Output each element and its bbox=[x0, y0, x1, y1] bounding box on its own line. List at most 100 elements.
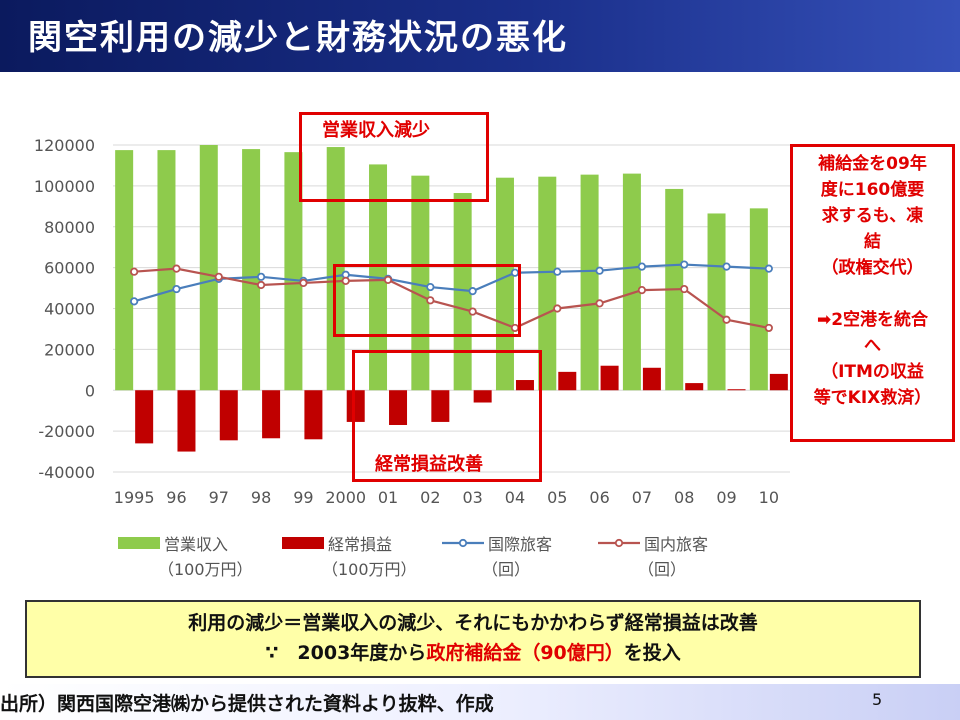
revenue-bar bbox=[199, 145, 218, 391]
summary-line-2-prefix: ∵ 2003年度から bbox=[265, 642, 427, 664]
profit-bar bbox=[389, 390, 408, 425]
profit-bar bbox=[600, 365, 619, 391]
profit-bar bbox=[262, 390, 281, 439]
international-point bbox=[680, 260, 689, 269]
side-note-line: ➡2空港を統合 bbox=[816, 310, 929, 330]
summary-line-2-red: 政府補給金（90億円） bbox=[426, 642, 624, 664]
international-point bbox=[426, 282, 435, 292]
domestic-point bbox=[764, 323, 773, 333]
domestic-point bbox=[468, 307, 477, 316]
legend-unit: （回） bbox=[482, 560, 530, 579]
x-tick-label: 07 bbox=[632, 488, 652, 507]
x-tick-label: 04 bbox=[505, 488, 525, 507]
revenue-decrease-box bbox=[299, 112, 489, 202]
domestic-point bbox=[256, 280, 266, 290]
x-tick-label: 06 bbox=[589, 488, 609, 507]
international-point bbox=[553, 267, 562, 276]
summary-box: 利用の減少＝営業収入の減少、それにもかかわらず経常損益は改善 ∵ 2003年度か… bbox=[25, 600, 921, 678]
y-tick-label: 0 bbox=[85, 381, 95, 400]
profit-bar bbox=[769, 373, 788, 391]
legend-swatch bbox=[118, 537, 160, 549]
side-note: 補給金を09年 度に160億要 求するも、凍結 （政権交代） ➡2空港を統合へ （ITM… bbox=[790, 144, 955, 442]
x-tick-label: 01 bbox=[378, 488, 398, 507]
passenger-highlight-box bbox=[333, 264, 521, 337]
revenue-bar bbox=[115, 150, 134, 391]
x-tick-label: 1995 bbox=[114, 488, 155, 507]
profit-bar bbox=[219, 390, 238, 441]
domestic-point bbox=[299, 278, 308, 288]
x-tick-label: 96 bbox=[166, 488, 186, 507]
y-tick-label: 80000 bbox=[44, 218, 95, 237]
international-point bbox=[764, 264, 773, 273]
international-point bbox=[130, 297, 139, 306]
side-note-line: 結 bbox=[864, 232, 881, 252]
y-tick-label: 40000 bbox=[44, 300, 95, 319]
revenue-decrease-label: 営業収入減少 bbox=[322, 120, 430, 141]
revenue-bar bbox=[284, 152, 303, 391]
profit-bar bbox=[473, 390, 492, 403]
domestic-point bbox=[383, 275, 393, 284]
legend-label: 国際旅客 bbox=[488, 535, 552, 554]
legend-unit: （100万円） bbox=[322, 560, 417, 579]
domestic-point bbox=[130, 267, 139, 276]
legend-marker bbox=[458, 538, 468, 548]
y-axis-ticks: 120000 100000 80000 60000 40000 20000 0 -20000 -… bbox=[34, 136, 95, 482]
y-tick-label: -40000 bbox=[38, 463, 95, 482]
legend-unit: （回） bbox=[638, 560, 686, 579]
profit-bar bbox=[304, 390, 323, 440]
x-tick-label: 98 bbox=[251, 488, 271, 507]
title-bar: 関空利用の減少と財務状況の悪化 bbox=[0, 0, 960, 72]
profit-bar bbox=[515, 380, 534, 391]
legend-label: 国内旅客 bbox=[644, 535, 708, 554]
profit-improve-label: 経常損益改善 bbox=[375, 454, 483, 475]
chart-bars bbox=[115, 145, 788, 452]
x-tick-label: 09 bbox=[716, 488, 736, 507]
x-tick-label: 99 bbox=[293, 488, 313, 507]
profit-bar bbox=[642, 367, 661, 391]
y-tick-label: -20000 bbox=[38, 422, 95, 441]
page-title: 関空利用の減少と財務状況の悪化 bbox=[28, 18, 568, 58]
side-note-line: 等でKIX救済） bbox=[813, 388, 932, 408]
chart: 120000 100000 80000 60000 40000 20000 0 -20000 -… bbox=[34, 136, 790, 579]
profit-bar bbox=[558, 371, 577, 391]
international-point bbox=[637, 262, 647, 271]
profit-bar bbox=[346, 390, 365, 422]
footer-bar: 出所）関西国際空港㈱から提供された資料より抜粋、作成 5 bbox=[0, 684, 960, 720]
x-tick-label: 2000 bbox=[325, 488, 366, 507]
x-tick-label: 03 bbox=[462, 488, 482, 507]
international-point bbox=[256, 272, 266, 281]
side-note-line: 補給金を09年 bbox=[818, 154, 927, 174]
domestic-point bbox=[172, 264, 181, 273]
summary-line-2: ∵ 2003年度から政府補給金（90億円）を投入 bbox=[27, 638, 919, 668]
y-tick-label: 20000 bbox=[44, 340, 95, 359]
domestic-line bbox=[134, 267, 770, 330]
profit-bar bbox=[727, 389, 746, 391]
domestic-point bbox=[595, 299, 604, 308]
legend-marker bbox=[614, 538, 624, 548]
side-note-line: （ITMの収益 bbox=[821, 362, 924, 382]
x-tick-label: 05 bbox=[547, 488, 567, 507]
x-axis-ticks: 1995 96 97 98 99 2000 01 02 03 04 05 06 07 08 09 10 bbox=[114, 488, 779, 507]
revenue-bar bbox=[622, 173, 641, 391]
profit-bar bbox=[685, 383, 704, 391]
revenue-bar bbox=[242, 149, 261, 391]
revenue-bar bbox=[495, 177, 514, 391]
revenue-bar bbox=[453, 193, 472, 391]
international-point bbox=[722, 262, 731, 271]
x-tick-label: 10 bbox=[759, 488, 779, 507]
domestic-point bbox=[426, 296, 435, 305]
revenue-bar bbox=[749, 208, 768, 391]
revenue-bar bbox=[707, 213, 726, 391]
international-point bbox=[595, 266, 604, 275]
side-note-line: 求するも、凍 bbox=[821, 206, 924, 226]
revenue-bar bbox=[580, 174, 599, 391]
y-tick-label: 60000 bbox=[44, 259, 95, 278]
revenue-bar bbox=[538, 176, 557, 391]
international-line bbox=[133, 263, 769, 303]
profit-improve-box bbox=[352, 350, 542, 482]
side-note-line: へ bbox=[864, 336, 881, 356]
summary-line-2-suffix: を投入 bbox=[623, 642, 681, 664]
profit-bar bbox=[135, 390, 154, 444]
domestic-point bbox=[341, 276, 350, 286]
chart-legend: 営業収入 （100万円） 経常損益 （100万円） 国際旅客 （回） 国内旅客 （回） bbox=[118, 535, 708, 579]
